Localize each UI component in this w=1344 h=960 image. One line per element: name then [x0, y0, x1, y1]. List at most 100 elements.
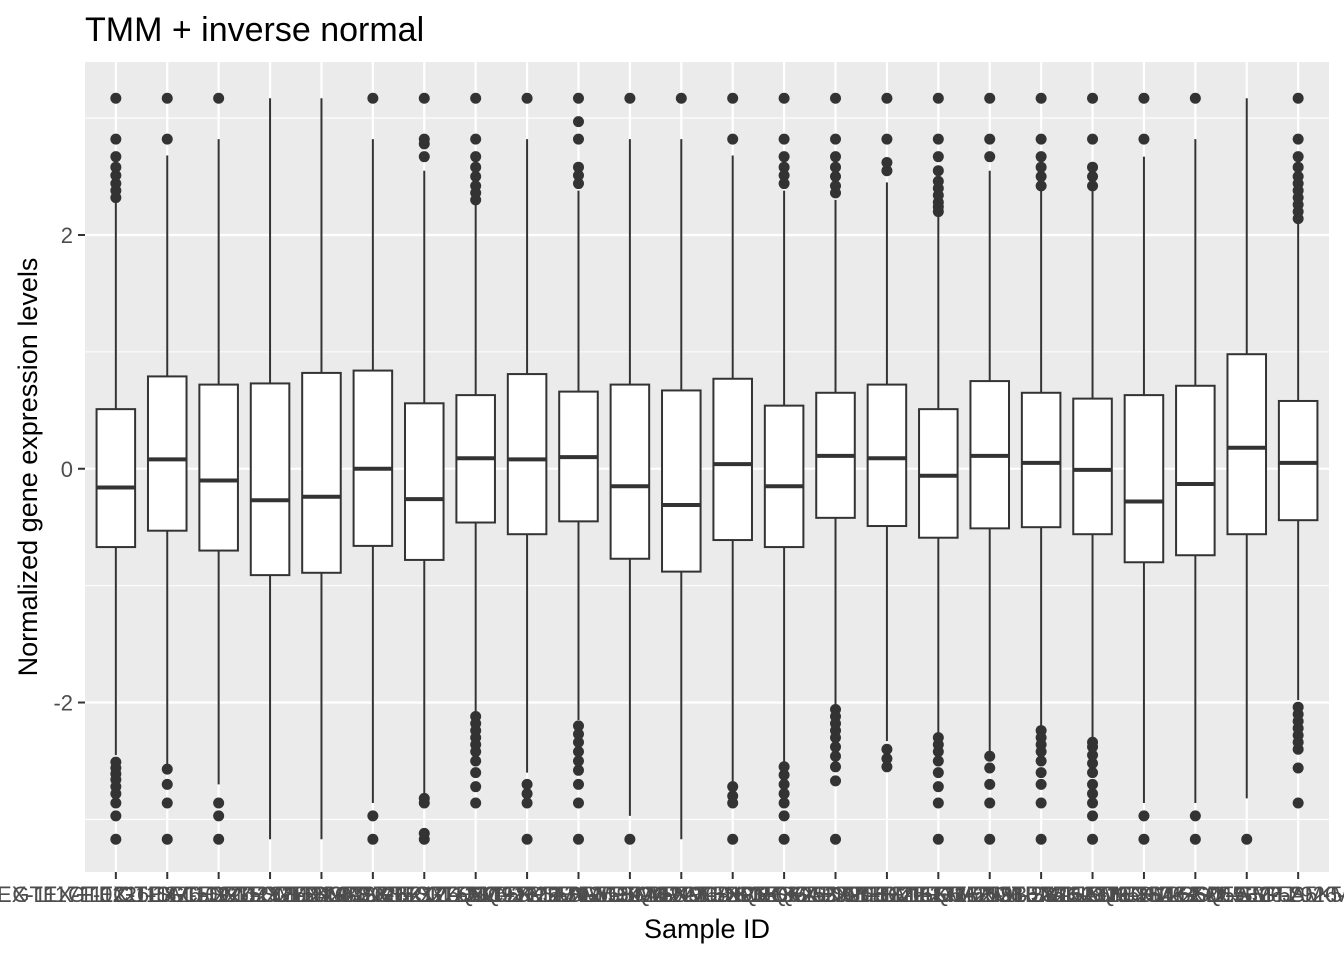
- outlier-point: [418, 792, 430, 804]
- outlier-point: [1189, 833, 1201, 845]
- outlier-point: [367, 833, 379, 845]
- outlier-point: [778, 797, 790, 809]
- x-tick-label: GTEX-11GS4-2626-SM-5A5KM: [1040, 882, 1344, 907]
- box-sample: [609, 92, 651, 845]
- box-sample: [95, 92, 137, 845]
- box-iqr: [1123, 394, 1165, 564]
- outlier-point: [418, 133, 430, 145]
- outlier-point: [418, 827, 430, 839]
- outlier-point: [1035, 755, 1047, 767]
- outlier-point: [727, 790, 739, 802]
- box-iqr: [661, 389, 702, 573]
- outlier-point: [521, 778, 533, 790]
- outlier-point: [1035, 151, 1047, 163]
- outlier-point: [470, 133, 482, 145]
- outlier-point: [572, 169, 584, 181]
- outlier-point: [470, 781, 482, 793]
- outlier-point: [161, 763, 173, 775]
- outlier-point: [932, 175, 944, 187]
- outlier-point: [470, 92, 482, 104]
- outlier-point: [161, 778, 173, 790]
- box-iqr: [609, 383, 651, 560]
- x-tick-label: GTEX-1192W-2726-SM-5Q5AB: [526, 882, 836, 907]
- outlier-point: [932, 833, 944, 845]
- outlier-point: [1087, 161, 1099, 173]
- outlier-point: [778, 178, 790, 190]
- outlier-point: [521, 797, 533, 809]
- box-sample: [969, 92, 1011, 845]
- box-iqr: [1277, 399, 1319, 522]
- x-tick-label: GTEX-113IC-0226-SM-5HL5C: [327, 882, 624, 907]
- outlier-point: [110, 797, 122, 809]
- outlier-point: [110, 92, 122, 104]
- outlier-point: [778, 161, 790, 173]
- outlier-point: [470, 797, 482, 809]
- outlier-point: [932, 165, 944, 177]
- outlier-point: [161, 92, 173, 104]
- outlier-point: [110, 756, 122, 768]
- outlier-point: [110, 161, 122, 173]
- box-iqr: [918, 408, 959, 539]
- outlier-point: [727, 833, 739, 845]
- y-axis-title: Normalized gene expression levels: [13, 258, 43, 677]
- outlier-point: [778, 92, 790, 104]
- outlier-point: [1189, 810, 1201, 822]
- outlier-point: [830, 171, 842, 183]
- box-sample: [1226, 98, 1268, 845]
- outlier-point: [778, 761, 790, 773]
- outlier-point: [881, 761, 893, 773]
- box-iqr: [866, 383, 908, 528]
- box-sample: [1175, 92, 1216, 845]
- outlier-point: [161, 797, 173, 809]
- outlier-point: [932, 781, 944, 793]
- outlier-point: [1035, 767, 1047, 779]
- box-sample: [198, 92, 239, 845]
- outlier-point: [470, 711, 482, 723]
- x-tick-label: GTEX-117YW-3026-SM-5NQ8Q: [472, 882, 788, 907]
- outlier-point: [1292, 171, 1304, 183]
- outlier-point: [932, 133, 944, 145]
- outlier-point: [830, 833, 842, 845]
- outlier-point: [932, 732, 944, 744]
- outlier-point: [1292, 797, 1304, 809]
- outlier-point: [161, 833, 173, 845]
- outlier-point: [470, 171, 482, 183]
- outlier-point: [778, 778, 790, 790]
- outlier-point: [830, 704, 842, 716]
- outlier-point: [1292, 151, 1304, 163]
- box-iqr: [146, 375, 188, 532]
- outlier-point: [1189, 92, 1201, 104]
- box-iqr: [249, 382, 291, 577]
- outlier-point: [572, 764, 584, 776]
- x-tick-label: GTEX-1128S-2126-SM-5H12U: [273, 882, 575, 907]
- outlier-point: [624, 92, 636, 104]
- x-tick-label: GTEX-111CU-1826-SM-5GZYN: [12, 882, 322, 907]
- x-tick-label: GTEX-11DXX-2726-SM-5Q5A2: [682, 882, 990, 907]
- y-tick-label: 2: [61, 223, 73, 248]
- outlier-point: [572, 133, 584, 145]
- box-sample: [146, 92, 188, 845]
- outlier-point: [1087, 788, 1099, 800]
- box-sample: [918, 92, 959, 845]
- y-tick-label: -2: [53, 691, 73, 716]
- outlier-point: [418, 151, 430, 163]
- outlier-point: [984, 762, 996, 774]
- box-iqr: [198, 383, 239, 552]
- outlier-point: [572, 728, 584, 740]
- outlier-point: [110, 833, 122, 845]
- box-sample: [815, 92, 856, 845]
- outlier-point: [367, 810, 379, 822]
- outlier-point: [470, 755, 482, 767]
- x-tick-label: GTEX-11EM3-2326-SM-5H12B: [888, 882, 1195, 907]
- x-tick-label: GTEX-111VG-2326-SM-5N9BK: [117, 882, 423, 907]
- outlier-point: [778, 769, 790, 781]
- box-iqr: [352, 369, 394, 547]
- outlier-point: [1087, 757, 1099, 769]
- outlier-point: [1087, 92, 1099, 104]
- outlier-point: [984, 833, 996, 845]
- x-tick-label: GTEX-11GSP-2926-SM-5LUA6: [1144, 882, 1344, 907]
- outlier-point: [1292, 133, 1304, 145]
- outlier-point: [1035, 778, 1047, 790]
- box-iqr: [403, 402, 445, 561]
- box-sample: [661, 92, 702, 840]
